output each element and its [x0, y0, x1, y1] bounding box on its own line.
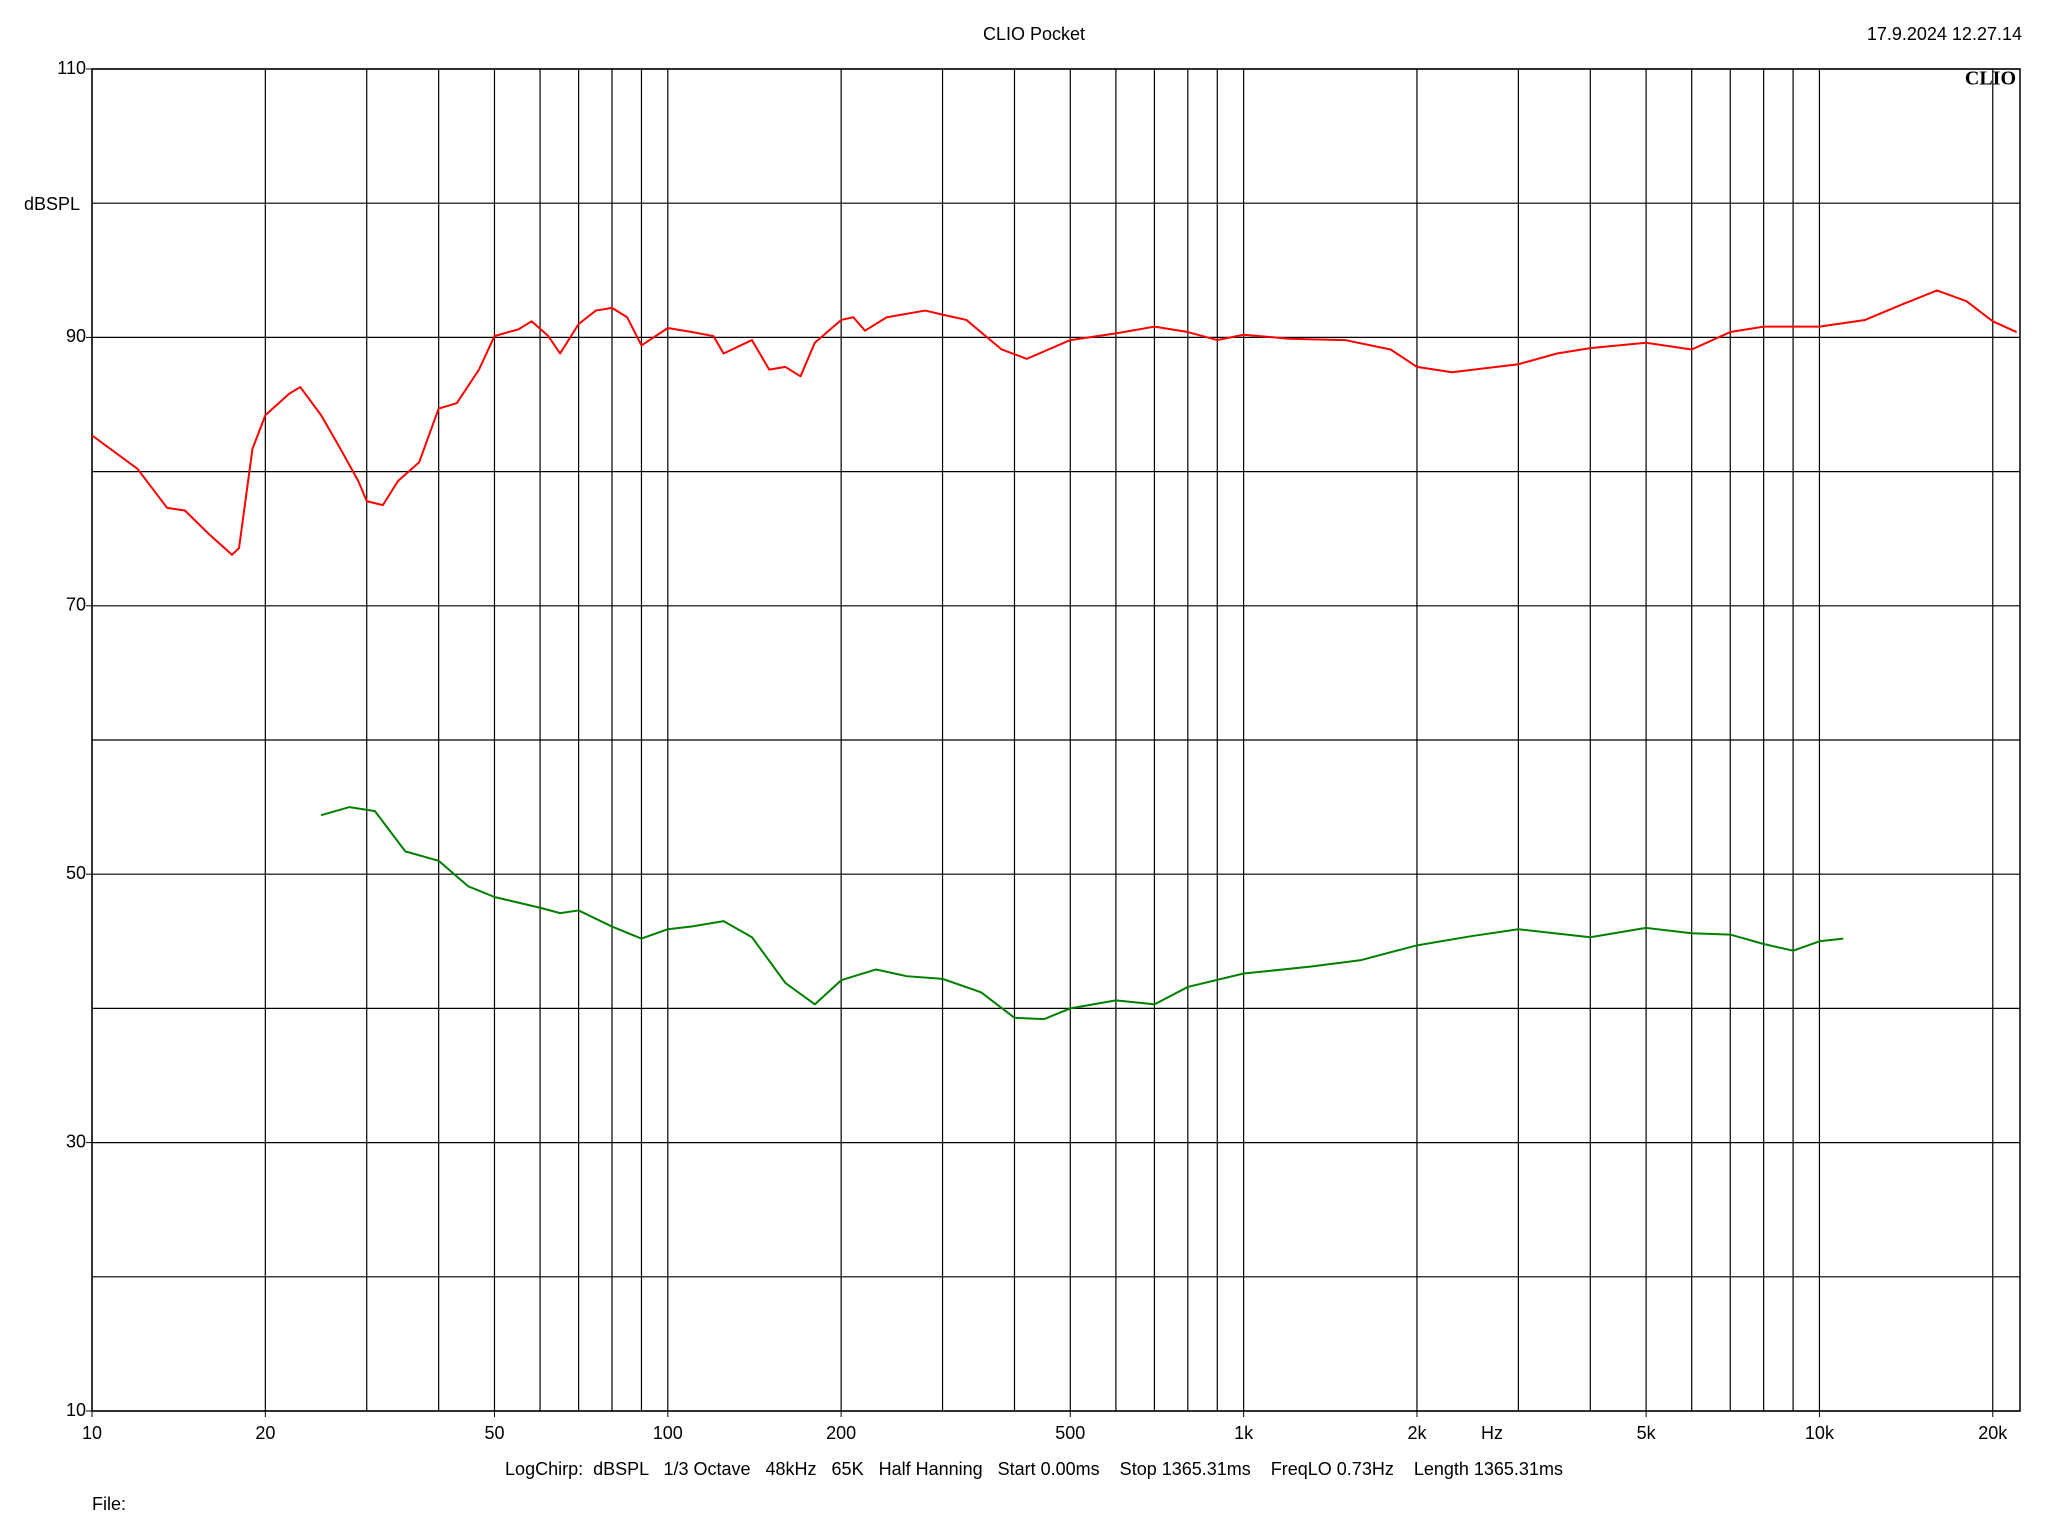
x-axis-label: Hz — [1481, 1423, 1503, 1443]
x-tick-label: 1k — [1234, 1423, 1254, 1443]
series-line — [91, 289, 2018, 556]
y-tick-label: 10 — [66, 1400, 86, 1420]
x-tick-label: 5k — [1637, 1423, 1657, 1443]
footer: LogChirp: dBSPL 1/3 Octave 48kHz 65K Hal… — [505, 1459, 1563, 1479]
y-axis-label: dBSPL — [24, 194, 80, 214]
y-tick-label: 90 — [66, 326, 86, 346]
x-tick-label: 20 — [255, 1423, 275, 1443]
x-tick-label: 10 — [82, 1423, 102, 1443]
series-line — [320, 806, 1844, 1021]
y-tick-label: 30 — [66, 1131, 86, 1151]
x-tick-label: 2k — [1407, 1423, 1427, 1443]
chart-title: CLIO Pocket — [983, 24, 1085, 44]
x-tick-label: 200 — [826, 1423, 856, 1443]
x-tick-label: 50 — [484, 1423, 504, 1443]
y-tick-label: 110 — [57, 58, 86, 78]
plot-frame — [91, 68, 2021, 1412]
y-tick-label: 70 — [66, 595, 86, 615]
x-tick-label: 500 — [1055, 1423, 1085, 1443]
x-tick-label: 20k — [1978, 1423, 2008, 1443]
file-label: File: — [92, 1494, 126, 1514]
x-tick-label: 100 — [653, 1423, 683, 1443]
timestamp: 17.9.2024 12.27.14 — [1867, 24, 2022, 44]
x-tick-label: 10k — [1805, 1423, 1835, 1443]
y-tick-label: 50 — [66, 863, 86, 883]
logo: CLIO — [1965, 68, 2016, 90]
